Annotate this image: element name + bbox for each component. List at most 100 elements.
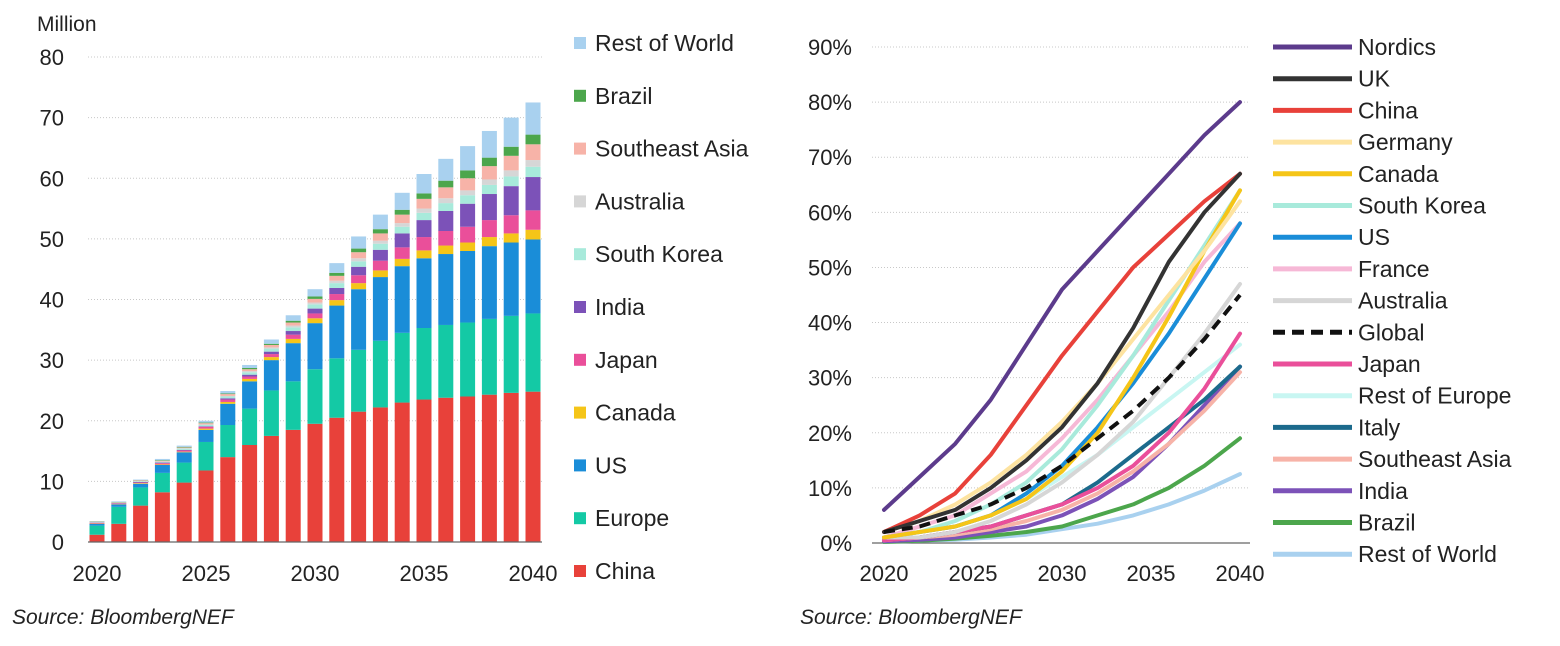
- bar-europe-2038: [482, 319, 497, 395]
- bar-brazil-2039: [504, 147, 519, 156]
- bar-us-2040: [526, 239, 541, 313]
- bar-japan-2030: [308, 313, 323, 318]
- bar-south-korea-2035: [417, 213, 432, 220]
- bar-japan-2022: [133, 483, 148, 484]
- bar-australia-2031: [329, 281, 344, 283]
- right-y-tick-label: 30%: [808, 366, 852, 391]
- line-south-korea: [884, 190, 1240, 537]
- bar-brazil-2026: [220, 393, 235, 394]
- bar-us-2034: [395, 266, 410, 333]
- legend-swatch-india: [574, 301, 586, 313]
- legend-label-china: China: [1358, 97, 1418, 123]
- legend-label-canada: Canada: [1358, 161, 1439, 187]
- bar-china-2030: [308, 424, 323, 542]
- bar-rest-of-world-2038: [482, 131, 497, 158]
- bar-south-korea-2032: [351, 261, 366, 266]
- bar-europe-2028: [264, 390, 279, 435]
- bar-china-2035: [417, 400, 432, 542]
- bar-rest-of-world-2039: [504, 118, 519, 147]
- bar-southeast-asia-2025: [199, 423, 214, 424]
- bar-brazil-2037: [460, 170, 475, 178]
- bar-south-korea-2037: [460, 195, 475, 203]
- left-bars: [90, 102, 541, 542]
- bar-southeast-asia-2040: [526, 144, 541, 160]
- bar-us-2032: [351, 289, 366, 350]
- bar-brazil-2035: [417, 193, 432, 198]
- bar-india-2026: [220, 398, 235, 399]
- bar-canada-2025: [199, 429, 214, 430]
- legend-label-southeast-asia: Southeast Asia: [595, 136, 749, 162]
- bar-europe-2036: [438, 325, 453, 398]
- bar-us-2037: [460, 251, 475, 323]
- bar-europe-2039: [504, 316, 519, 393]
- bar-canada-2034: [395, 259, 410, 266]
- bar-china-2033: [373, 407, 388, 542]
- bar-us-2035: [417, 258, 432, 328]
- bar-china-2034: [395, 403, 410, 542]
- bar-canada-2040: [526, 230, 541, 240]
- bar-china-2031: [329, 418, 344, 542]
- bar-rest-of-world-2029: [286, 315, 301, 320]
- right-y-tick-label: 80%: [808, 90, 852, 115]
- bar-europe-2022: [133, 487, 148, 505]
- bar-southeast-asia-2022: [133, 480, 148, 481]
- bar-south-korea-2029: [286, 327, 301, 331]
- bar-india-2032: [351, 267, 366, 275]
- bar-southeast-asia-2026: [220, 394, 235, 396]
- bar-japan-2021: [111, 504, 126, 505]
- bar-japan-2024: [177, 450, 192, 451]
- bar-india-2029: [286, 331, 301, 335]
- bar-china-2039: [504, 393, 519, 542]
- bar-south-korea-2022: [133, 481, 148, 482]
- bar-australia-2026: [220, 396, 235, 397]
- bar-china-2029: [286, 430, 301, 542]
- bar-australia-2034: [395, 223, 410, 227]
- legend-label-japan: Japan: [595, 347, 658, 373]
- legend-label-italy: Italy: [1358, 414, 1401, 440]
- bar-south-korea-2036: [438, 203, 453, 211]
- right-x-tick-label: 2035: [1127, 561, 1176, 586]
- bar-rest-of-world-2023: [155, 459, 170, 460]
- bar-australia-2033: [373, 241, 388, 244]
- bar-us-2022: [133, 484, 148, 488]
- bar-rest-of-world-2037: [460, 146, 475, 170]
- bar-brazil-2034: [395, 210, 410, 215]
- legend-label-uk: UK: [1358, 66, 1391, 92]
- bar-rest-of-world-2027: [242, 365, 257, 368]
- bar-china-2021: [111, 524, 126, 542]
- bar-us-2031: [329, 306, 344, 359]
- bar-canada-2035: [417, 250, 432, 258]
- bar-rest-of-world-2035: [417, 174, 432, 193]
- bar-china-2023: [155, 492, 170, 542]
- bar-japan-2034: [395, 247, 410, 259]
- bar-china-2037: [460, 397, 475, 543]
- bar-southeast-asia-2029: [286, 323, 301, 326]
- bar-canada-2031: [329, 300, 344, 305]
- bar-brazil-2032: [351, 249, 366, 253]
- bar-australia-2037: [460, 190, 475, 195]
- bar-south-korea-2025: [199, 425, 214, 426]
- bar-us-2025: [199, 430, 214, 442]
- bar-europe-2021: [111, 507, 126, 524]
- bar-china-2036: [438, 398, 453, 542]
- bar-india-2039: [504, 186, 519, 215]
- bar-canada-2033: [373, 270, 388, 277]
- bar-us-2023: [155, 465, 170, 473]
- legend-swatch-brazil: [574, 90, 586, 102]
- bar-china-2020: [90, 535, 105, 542]
- bar-japan-2036: [438, 231, 453, 246]
- bar-canada-2036: [438, 246, 453, 254]
- bar-southeast-asia-2024: [177, 447, 192, 448]
- bar-europe-2023: [155, 473, 170, 492]
- legend-label-rest-of-world: Rest of World: [1358, 541, 1497, 567]
- legend-label-germany: Germany: [1358, 129, 1453, 155]
- bar-india-2025: [199, 426, 214, 427]
- left-x-tick-label: 2020: [73, 561, 122, 586]
- bar-canada-2030: [308, 318, 323, 323]
- bar-brazil-2036: [438, 181, 453, 188]
- bar-japan-2020: [90, 523, 105, 524]
